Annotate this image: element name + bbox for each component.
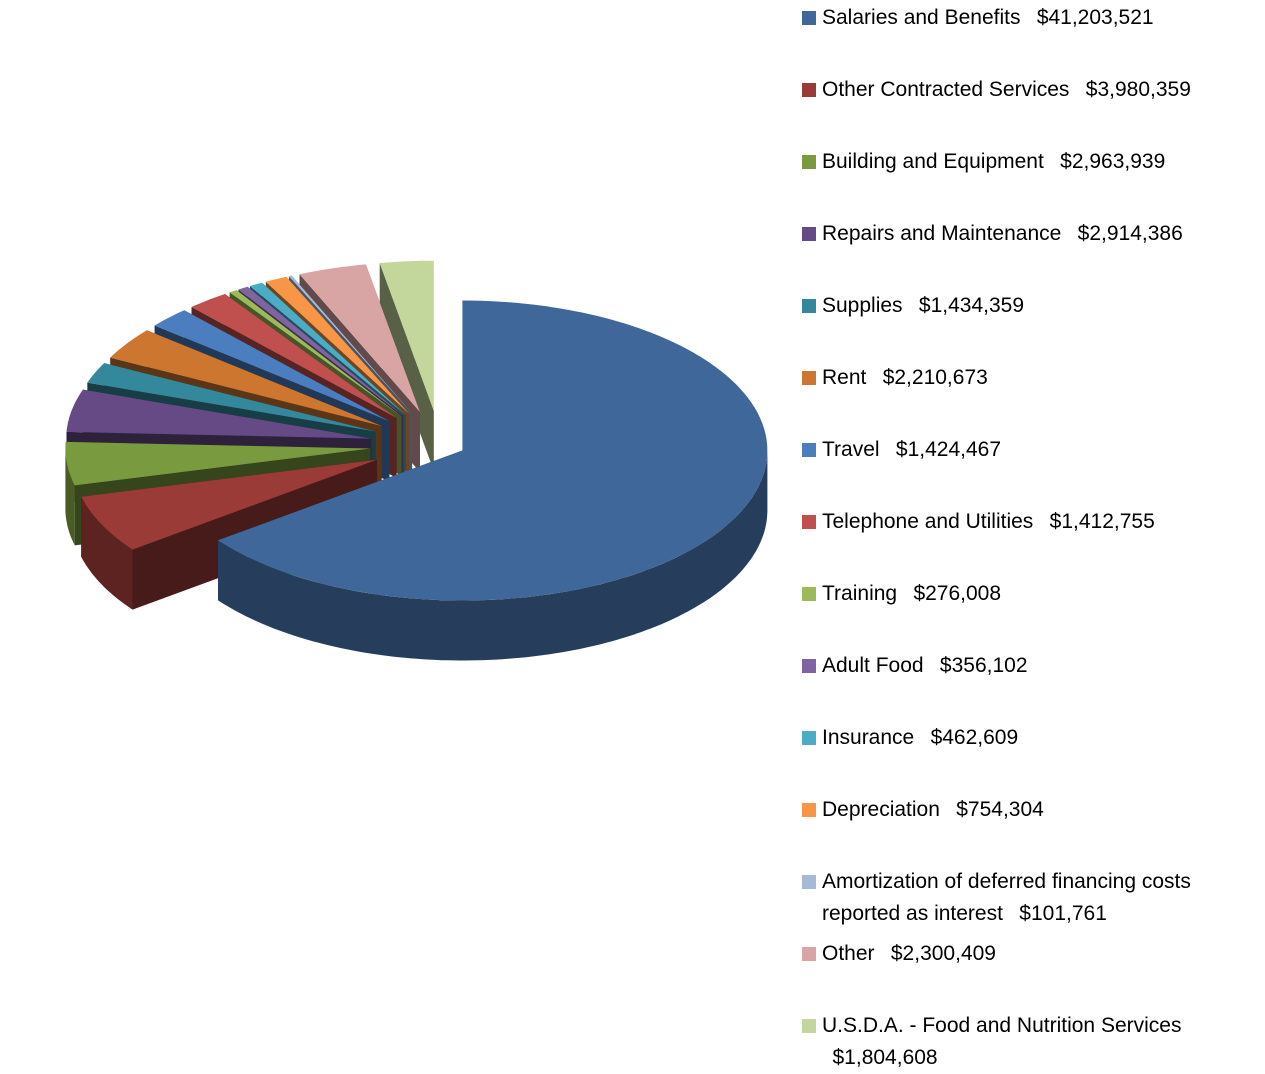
legend-item: Training $276,008 — [800, 578, 1262, 610]
slice-tops — [65, 260, 768, 601]
slice — [299, 264, 420, 412]
legend-swatch — [802, 947, 816, 961]
legend-text: Supplies $1,434,359 — [822, 290, 1262, 322]
legend-value: $2,914,386 — [1077, 222, 1183, 245]
slice — [218, 300, 768, 601]
legend-value: $462,609 — [930, 726, 1019, 749]
legend-label: Building and Equipment — [822, 150, 1044, 173]
legend-value: $1,804,608 — [832, 1046, 938, 1069]
legend-value: $2,300,409 — [890, 942, 996, 965]
legend-swatch — [802, 11, 816, 25]
legend-item: Rent $2,210,673 — [800, 362, 1262, 394]
legend-item: Amortization of deferred financing costs… — [800, 866, 1262, 930]
slice — [191, 294, 397, 418]
legend-label: Insurance — [822, 726, 915, 749]
legend-value: $2,210,673 — [882, 366, 988, 389]
slice — [229, 290, 402, 417]
legend-text: Salaries and Benefits $41,203,521 — [822, 2, 1262, 34]
legend-text: Travel $1,424,467 — [822, 434, 1262, 466]
legend-label: U.S.D.A. - Food and Nutrition Services — [822, 1014, 1182, 1037]
legend-label: Depreciation — [822, 798, 940, 821]
legend-swatch — [802, 227, 816, 241]
legend-value: $1,434,359 — [918, 294, 1025, 317]
legend-item: Repairs and Maintenance $2,914,386 — [800, 218, 1262, 250]
legend-value: $3,980,359 — [1085, 78, 1191, 101]
legend-label: Travel — [822, 438, 880, 461]
legend-item: Building and Equipment $2,963,939 — [800, 146, 1262, 178]
slice — [379, 260, 434, 411]
slice — [249, 282, 406, 415]
legend-swatch — [802, 803, 816, 817]
legend-item: Insurance $462,609 — [800, 722, 1262, 754]
legend-item: Salaries and Benefits $41,203,521 — [800, 2, 1262, 34]
slice-side — [218, 450, 768, 661]
legend-text: Other $2,300,409 — [822, 938, 1262, 970]
legend-swatch — [802, 371, 816, 385]
legend-text: Rent $2,210,673 — [822, 362, 1262, 394]
legend-value: $276,008 — [913, 582, 1002, 605]
legend-item: Other Contracted Services $3,980,359 — [800, 74, 1262, 106]
legend-label: Repairs and Maintenance — [822, 222, 1062, 245]
legend-label: Amortization of deferred financing costs… — [822, 870, 1191, 925]
legend-item: Travel $1,424,467 — [800, 434, 1262, 466]
legend-value: $41,203,521 — [1036, 6, 1154, 29]
legend-label: Training — [822, 582, 898, 605]
legend-swatch — [802, 1019, 816, 1033]
legend-swatch — [802, 659, 816, 673]
legend-value: $754,304 — [956, 798, 1044, 821]
legend-item: Other $2,300,409 — [800, 938, 1262, 970]
legend-swatch — [802, 587, 816, 601]
legend-label: Other Contracted Services — [822, 78, 1070, 101]
slice — [66, 389, 372, 439]
legend-item: U.S.D.A. - Food and Nutrition Services $… — [800, 1010, 1262, 1074]
slice — [81, 459, 377, 550]
legend-text: Building and Equipment $2,963,939 — [822, 146, 1262, 178]
chart — [65, 260, 768, 661]
legend-label: Rent — [822, 366, 867, 389]
slice-wall — [379, 263, 434, 471]
legend-label: Supplies — [822, 294, 903, 317]
slice — [65, 441, 371, 486]
legend-value: $2,963,939 — [1060, 150, 1166, 173]
slice — [288, 275, 413, 414]
legend-swatch — [802, 155, 816, 169]
legend-swatch — [802, 515, 816, 529]
legend-label: Other — [822, 942, 875, 965]
legend-value: $1,424,467 — [895, 438, 1002, 461]
legend-text: Telephone and Utilities $1,412,755 — [822, 506, 1262, 538]
slice — [265, 276, 410, 414]
legend-value: $356,102 — [939, 654, 1028, 677]
legend-text: U.S.D.A. - Food and Nutrition Services $… — [822, 1010, 1262, 1074]
legend-text: Insurance $462,609 — [822, 722, 1262, 754]
legend-swatch — [802, 83, 816, 97]
slice-side — [65, 448, 75, 546]
slice — [87, 363, 376, 432]
legend-text: Other Contracted Services $3,980,359 — [822, 74, 1262, 106]
legend-label: Salaries and Benefits — [822, 6, 1021, 29]
legend-item: Depreciation $754,304 — [800, 794, 1262, 826]
legend-value: $101,761 — [1019, 902, 1107, 925]
legend-value: $1,412,755 — [1049, 510, 1155, 533]
slice-side — [81, 496, 133, 610]
legend-text: Adult Food $356,102 — [822, 650, 1262, 682]
legend-swatch — [802, 731, 816, 745]
legend-swatch — [802, 443, 816, 457]
legend-label: Adult Food — [822, 654, 924, 677]
legend-text: Repairs and Maintenance $2,914,386 — [822, 218, 1262, 250]
legend-item: Adult Food $356,102 — [800, 650, 1262, 682]
legend-item: Supplies $1,434,359 — [800, 290, 1262, 322]
legend-label: Telephone and Utilities — [822, 510, 1034, 533]
legend-swatch — [802, 875, 816, 889]
slice — [110, 330, 382, 426]
legend-text: Training $276,008 — [822, 578, 1262, 610]
slice — [238, 286, 404, 416]
legend-text: Depreciation $754,304 — [822, 794, 1262, 826]
legend-text: Amortization of deferred financing costs… — [822, 866, 1262, 930]
legend-swatch — [802, 299, 816, 313]
slice — [154, 310, 390, 422]
legend-item: Telephone and Utilities $1,412,755 — [800, 506, 1262, 538]
